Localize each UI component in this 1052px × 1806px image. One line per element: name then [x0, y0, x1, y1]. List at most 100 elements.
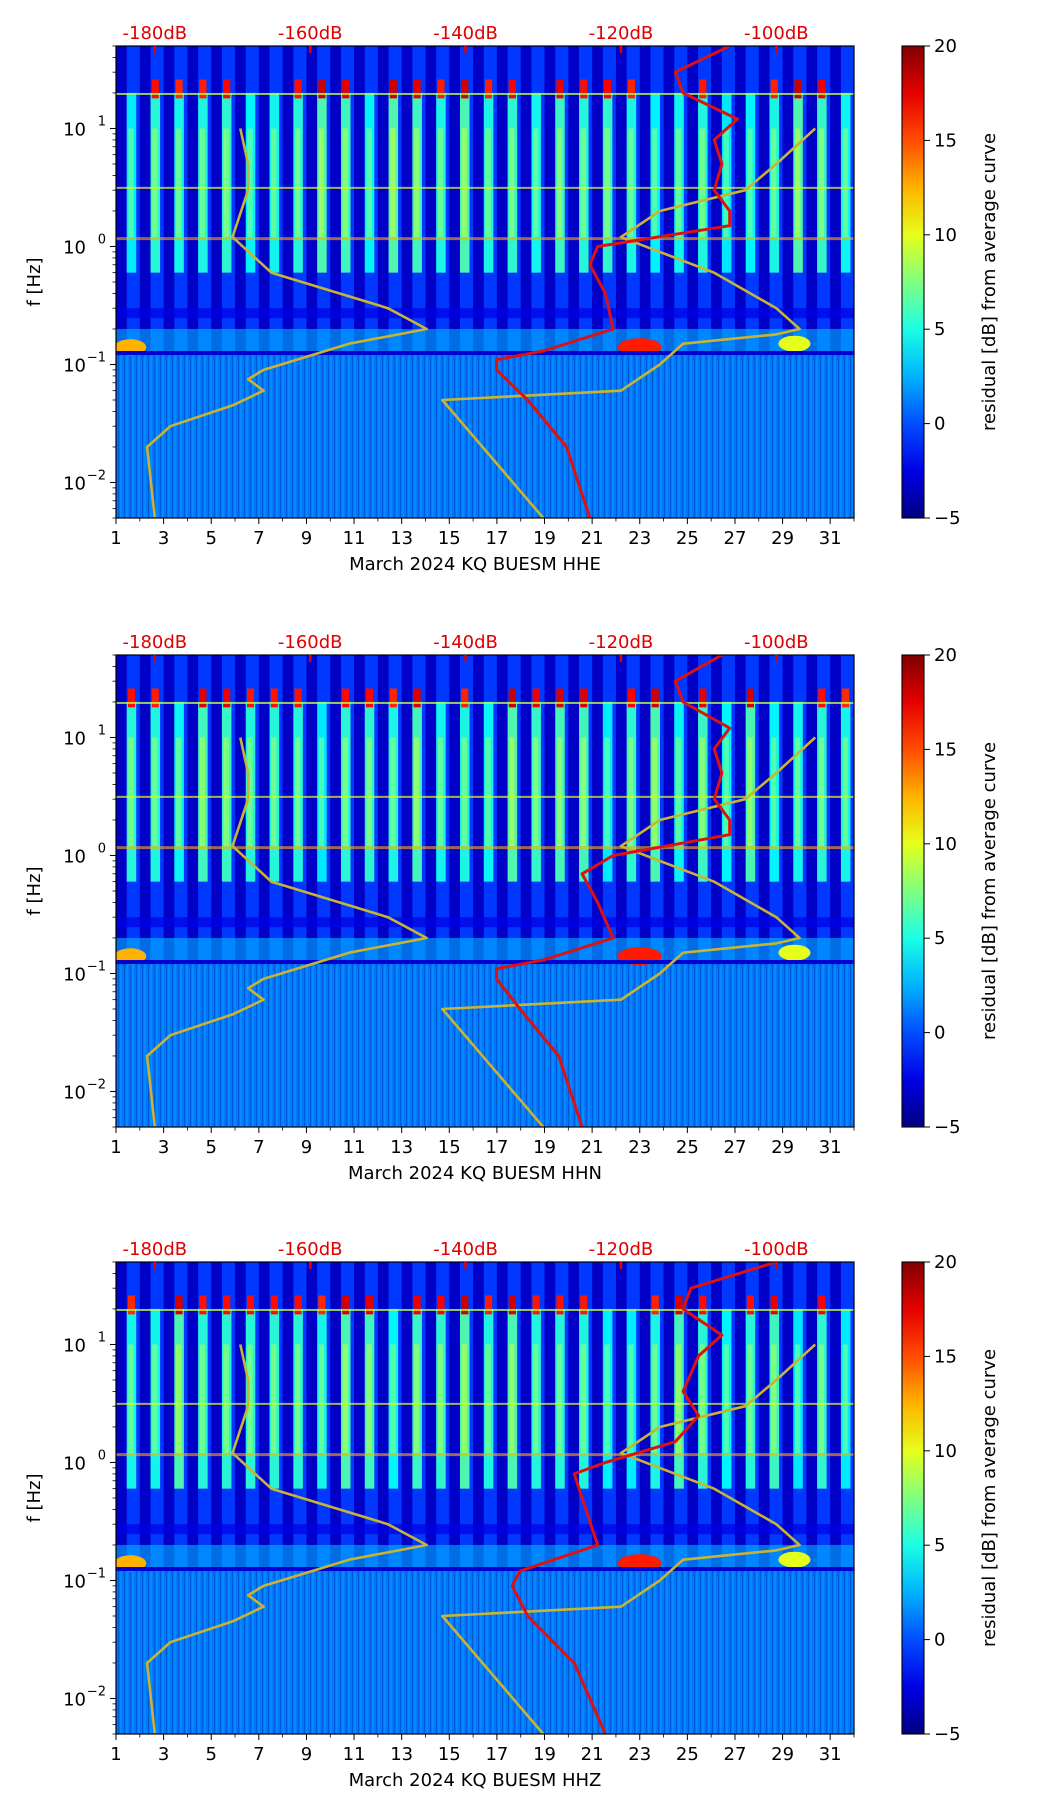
- night-column: [830, 1262, 841, 1572]
- lowfreq-texture: [116, 964, 854, 1127]
- x-tick-label: 27: [724, 528, 747, 549]
- night-column: [758, 46, 770, 356]
- night-column: [806, 1262, 818, 1572]
- day-core: [580, 1344, 586, 1454]
- x-tick-label: 17: [485, 528, 508, 549]
- horizontal-line: [116, 1453, 854, 1457]
- night-column: [782, 46, 794, 356]
- day-core: [533, 737, 539, 847]
- hf-hotspot: [461, 1295, 469, 1315]
- colorbar-tick-label: 10: [934, 834, 957, 855]
- night-column: [354, 655, 365, 965]
- night-column: [306, 655, 318, 965]
- hf-hotspot: [842, 688, 850, 708]
- hf-hotspot: [223, 79, 231, 99]
- night-column: [116, 1262, 127, 1572]
- y-tick-exponent: 0: [98, 1448, 106, 1463]
- x-tick-label: 21: [581, 1137, 604, 1158]
- colorbar-tick-label: 20: [934, 645, 957, 666]
- hf-hotspot: [461, 688, 469, 708]
- y-tick-exponent: 0: [98, 232, 106, 247]
- y-tick-label: 10: [63, 728, 86, 749]
- db-tick-label: -120dB: [589, 1239, 654, 1260]
- db-tick-label: -160dB: [278, 23, 343, 44]
- hf-hotspot: [604, 79, 612, 99]
- hf-hotspot: [437, 79, 445, 99]
- day-core: [366, 737, 372, 847]
- horizontal-line: [116, 186, 854, 189]
- curve-low-noise-model: [145, 1344, 429, 1734]
- night-column: [711, 46, 722, 356]
- x-tick-label: 25: [676, 1137, 699, 1158]
- day-core: [794, 737, 801, 847]
- day-core: [604, 737, 610, 847]
- day-core: [318, 128, 325, 238]
- day-core: [342, 737, 348, 847]
- day-core: [152, 737, 158, 847]
- db-tick-label: -120dB: [589, 632, 654, 653]
- curve-high-noise-model: [440, 736, 817, 1127]
- x-tick-label: 29: [771, 1744, 794, 1765]
- x-tick-label: 29: [771, 528, 794, 549]
- day-core: [723, 737, 729, 847]
- day-core: [628, 128, 634, 238]
- y-tick-label: 10: [63, 1689, 86, 1710]
- hf-hotspot: [746, 1295, 755, 1315]
- night-column: [615, 655, 627, 965]
- day-core: [771, 737, 777, 847]
- dark-band: [116, 351, 854, 356]
- x-tick-label: 11: [343, 1744, 366, 1765]
- night-column: [473, 46, 484, 356]
- x-tick-label: 3: [158, 528, 169, 549]
- x-tick-label: 9: [301, 1137, 312, 1158]
- day-core: [628, 737, 634, 847]
- hf-hotspot: [627, 688, 635, 708]
- colorbar-gradient: [901, 45, 925, 519]
- spectrogram-image: [116, 46, 854, 518]
- x-tick-label: 23: [628, 1137, 651, 1158]
- hf-hotspot: [223, 688, 231, 708]
- night-column: [187, 1262, 199, 1572]
- night-column: [592, 1262, 603, 1572]
- night-column: [758, 655, 770, 965]
- day-core: [318, 1344, 325, 1454]
- x-tick-label: 17: [485, 1137, 508, 1158]
- night-column: [425, 1262, 437, 1572]
- night-column: [282, 1262, 294, 1572]
- day-core: [414, 737, 420, 847]
- spectrogram-image: [116, 655, 854, 1127]
- day-core: [485, 128, 491, 238]
- day-core: [223, 1344, 229, 1454]
- db-tick-label: -180dB: [123, 632, 188, 653]
- day-core: [509, 128, 515, 238]
- x-axis-label: March 2024 KQ BUESM HHE: [349, 554, 601, 575]
- night-column: [258, 655, 270, 965]
- night-column: [568, 1262, 580, 1572]
- horizontal-line: [116, 795, 854, 798]
- day-core: [771, 128, 777, 238]
- night-column: [734, 655, 746, 965]
- day-core: [604, 1344, 610, 1454]
- x-tick-label: 29: [771, 1137, 794, 1158]
- y-tick-exponent: 0: [98, 841, 106, 856]
- day-core: [199, 737, 206, 847]
- night-column: [592, 46, 603, 356]
- x-tick-label: 7: [253, 1137, 264, 1158]
- colorbar-gradient: [901, 1261, 925, 1735]
- hf-hotspot: [556, 79, 564, 99]
- night-column: [401, 655, 413, 965]
- hf-hotspot: [508, 688, 516, 708]
- hf-hotspot: [508, 79, 516, 99]
- x-axis-label: March 2024 KQ BUESM HHN: [348, 1163, 602, 1184]
- day-core: [342, 1344, 348, 1454]
- day-core: [747, 128, 753, 238]
- curve-average-psd: [510, 1262, 777, 1734]
- night-column: [639, 46, 651, 356]
- y-tick-exponent: −1: [87, 959, 106, 974]
- hf-hotspot: [365, 688, 374, 708]
- day-core: [223, 737, 229, 847]
- day-core: [794, 1344, 801, 1454]
- day-core: [723, 1344, 729, 1454]
- colorbar-label: residual [dB] from average curve: [979, 742, 1000, 1040]
